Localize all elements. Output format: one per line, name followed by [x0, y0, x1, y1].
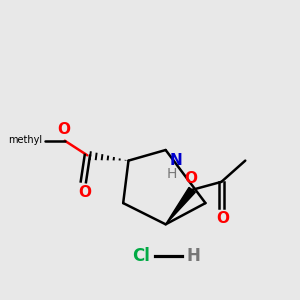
Text: Cl: Cl [132, 247, 150, 265]
Text: methyl: methyl [8, 135, 42, 145]
Text: O: O [216, 211, 229, 226]
Text: N: N [169, 153, 182, 168]
Polygon shape [166, 188, 195, 224]
Text: O: O [184, 171, 197, 186]
Text: H: H [166, 167, 177, 181]
Text: O: O [57, 122, 70, 137]
Text: H: H [187, 247, 201, 265]
Text: O: O [78, 184, 91, 200]
